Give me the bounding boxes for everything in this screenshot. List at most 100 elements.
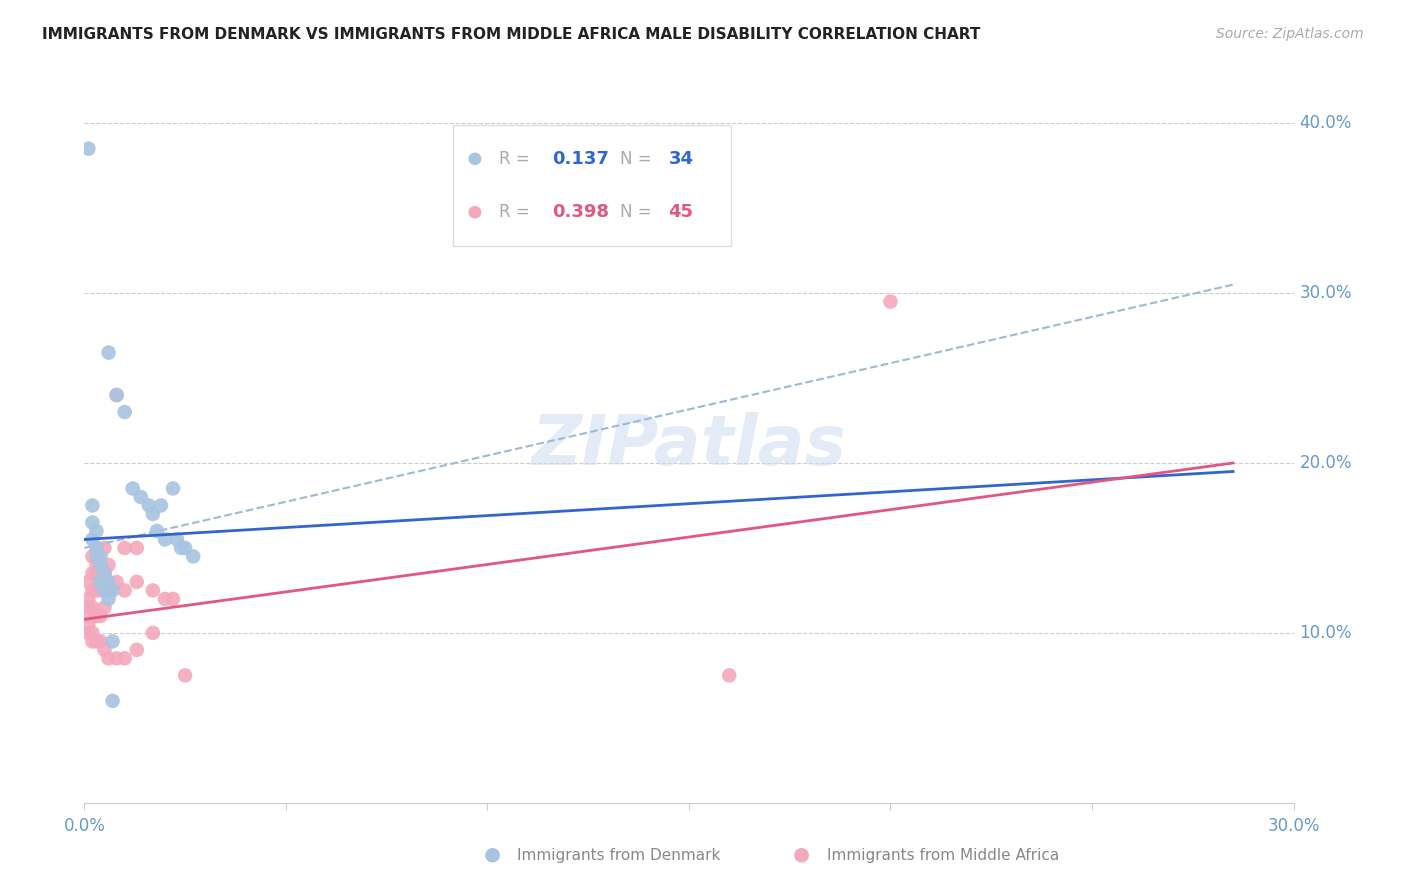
- Text: R =: R =: [499, 150, 536, 168]
- Text: Immigrants from Middle Africa: Immigrants from Middle Africa: [827, 848, 1059, 863]
- Point: [153, 591, 176, 606]
- Point: [105, 388, 128, 402]
- Point: [181, 549, 204, 564]
- Point: [93, 600, 115, 615]
- Point: [93, 566, 115, 581]
- Point: [77, 626, 100, 640]
- Text: 45: 45: [668, 203, 693, 221]
- Point: [77, 600, 100, 615]
- Text: IMMIGRANTS FROM DENMARK VS IMMIGRANTS FROM MIDDLE AFRICA MALE DISABILITY CORRELA: IMMIGRANTS FROM DENMARK VS IMMIGRANTS FR…: [42, 27, 980, 42]
- Point: [879, 294, 901, 309]
- Point: [89, 558, 111, 572]
- Point: [97, 583, 120, 598]
- Point: [82, 634, 104, 648]
- Text: R =: R =: [499, 203, 536, 221]
- Point: [93, 541, 115, 555]
- Point: [93, 574, 115, 589]
- Point: [86, 549, 108, 564]
- Text: 30.0%: 30.0%: [1299, 284, 1353, 302]
- Point: [153, 533, 176, 547]
- Text: ●: ●: [793, 845, 810, 863]
- Point: [105, 388, 128, 402]
- Text: Immigrants from Denmark: Immigrants from Denmark: [517, 848, 721, 863]
- Point: [142, 626, 165, 640]
- Point: [174, 668, 197, 682]
- Point: [89, 549, 111, 564]
- Point: [86, 608, 108, 623]
- Point: [77, 142, 100, 156]
- Point: [89, 558, 111, 572]
- Ellipse shape: [470, 153, 481, 164]
- Point: [162, 591, 184, 606]
- Point: [142, 583, 165, 598]
- Point: [86, 524, 108, 538]
- Point: [97, 558, 120, 572]
- Point: [105, 574, 128, 589]
- Point: [86, 541, 108, 555]
- Point: [97, 591, 120, 606]
- Point: [142, 507, 165, 521]
- FancyBboxPatch shape: [453, 125, 731, 246]
- Point: [101, 583, 124, 598]
- Point: [114, 583, 136, 598]
- Point: [89, 634, 111, 648]
- Point: [77, 617, 100, 632]
- Text: N =: N =: [620, 203, 657, 221]
- Text: N =: N =: [620, 150, 657, 168]
- Point: [105, 651, 128, 665]
- Point: [93, 566, 115, 581]
- Point: [125, 643, 148, 657]
- Point: [114, 541, 136, 555]
- Point: [82, 600, 104, 615]
- Point: [174, 541, 197, 555]
- Point: [82, 583, 104, 598]
- Point: [121, 482, 143, 496]
- Text: 0.137: 0.137: [553, 150, 609, 168]
- Point: [77, 608, 100, 623]
- Point: [97, 583, 120, 598]
- Point: [170, 541, 193, 555]
- Point: [129, 490, 152, 504]
- Text: 34: 34: [668, 150, 693, 168]
- Text: ZIPatlas: ZIPatlas: [531, 412, 846, 480]
- Point: [86, 558, 108, 572]
- Ellipse shape: [470, 207, 481, 218]
- Text: 10.0%: 10.0%: [1299, 624, 1353, 642]
- Point: [82, 499, 104, 513]
- Point: [146, 524, 169, 538]
- Point: [93, 583, 115, 598]
- Point: [82, 626, 104, 640]
- Point: [101, 694, 124, 708]
- Text: ●: ●: [484, 845, 501, 863]
- Point: [86, 634, 108, 648]
- Point: [166, 533, 188, 547]
- Point: [86, 566, 108, 581]
- Text: Source: ZipAtlas.com: Source: ZipAtlas.com: [1216, 27, 1364, 41]
- Point: [89, 574, 111, 589]
- Point: [82, 549, 104, 564]
- Point: [82, 533, 104, 547]
- Point: [97, 574, 120, 589]
- Point: [82, 566, 104, 581]
- Point: [93, 643, 115, 657]
- Text: 20.0%: 20.0%: [1299, 454, 1353, 472]
- Point: [97, 345, 120, 359]
- Point: [718, 668, 741, 682]
- Point: [162, 482, 184, 496]
- Point: [149, 499, 172, 513]
- Point: [114, 651, 136, 665]
- Point: [101, 634, 124, 648]
- Point: [114, 405, 136, 419]
- Point: [125, 574, 148, 589]
- Point: [82, 516, 104, 530]
- Point: [97, 651, 120, 665]
- Point: [125, 541, 148, 555]
- Text: 0.398: 0.398: [553, 203, 609, 221]
- Point: [138, 499, 160, 513]
- Point: [89, 583, 111, 598]
- Point: [77, 574, 100, 589]
- Text: 40.0%: 40.0%: [1299, 114, 1353, 132]
- Point: [89, 608, 111, 623]
- Point: [86, 541, 108, 555]
- Point: [86, 583, 108, 598]
